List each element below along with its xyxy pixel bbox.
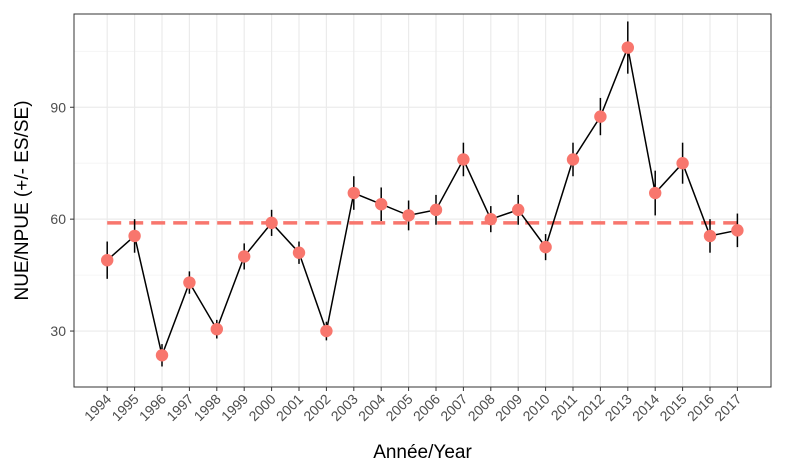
x-tick-label: 1998 — [191, 391, 224, 424]
data-point — [402, 209, 415, 222]
x-tick-label: 2016 — [684, 391, 717, 424]
data-point — [238, 250, 251, 263]
x-tick-label: 2003 — [328, 391, 361, 424]
data-point — [649, 186, 662, 200]
x-tick-label: 2009 — [492, 391, 525, 424]
data-point — [347, 186, 360, 200]
grid — [74, 14, 771, 387]
data-point — [429, 203, 443, 217]
data-points — [101, 41, 744, 362]
data-point — [292, 246, 306, 259]
x-tick-label: 2010 — [519, 391, 552, 424]
data-point — [703, 229, 717, 243]
x-tick-label: 1999 — [218, 391, 251, 424]
x-tick-label: 1997 — [163, 391, 196, 424]
data-point — [539, 240, 552, 254]
data-point — [566, 153, 580, 166]
x-tick-label: 2000 — [245, 391, 278, 424]
x-axis-title: Année/Year — [373, 442, 472, 463]
x-tick-label: 2014 — [629, 391, 662, 424]
x-tick-label: 2011 — [548, 391, 581, 424]
data-point — [155, 349, 169, 362]
x-tick-label: 2012 — [574, 391, 607, 424]
y-axis: 30 60 90 — [50, 99, 74, 339]
x-tick-label: 1995 — [108, 391, 141, 424]
data-point — [512, 203, 525, 217]
error-bars — [106, 21, 739, 367]
data-point — [676, 157, 689, 170]
y-tick-label: 30 — [50, 323, 66, 339]
data-point — [265, 216, 278, 230]
series-line-layer — [106, 44, 738, 358]
x-tick-label: 2005 — [382, 391, 415, 424]
y-axis-title: NUE/NPUE (+/- ES/SE) — [12, 100, 33, 300]
x-tick-label: 2015 — [656, 391, 689, 424]
data-point — [320, 324, 333, 338]
x-tick-label: 1996 — [136, 391, 169, 424]
x-tick-label: 2008 — [465, 391, 498, 424]
x-tick-label: 1994 — [81, 391, 114, 424]
y-tick-label: 90 — [50, 99, 66, 115]
data-point — [128, 229, 141, 243]
x-tick-label: 2004 — [355, 391, 388, 424]
x-tick-label: 2006 — [410, 391, 443, 424]
data-point — [183, 276, 196, 289]
x-tick-label: 2017 — [711, 391, 744, 424]
series-line — [106, 44, 738, 358]
x-tick-label: 2002 — [300, 391, 333, 424]
data-point — [457, 153, 470, 166]
x-axis: 1994199519961997199819992000200120022003… — [81, 387, 745, 424]
panel-border — [73, 13, 772, 388]
data-point — [210, 322, 223, 336]
x-tick-label: 2013 — [602, 391, 635, 424]
data-point — [101, 253, 114, 267]
data-point — [731, 224, 744, 237]
x-tick-label: 2001 — [273, 391, 306, 424]
y-tick-label: 60 — [50, 211, 66, 227]
data-point — [594, 110, 607, 123]
data-point — [375, 198, 388, 211]
data-point — [621, 41, 634, 54]
data-point — [484, 212, 497, 226]
x-tick-label: 2007 — [437, 391, 470, 424]
